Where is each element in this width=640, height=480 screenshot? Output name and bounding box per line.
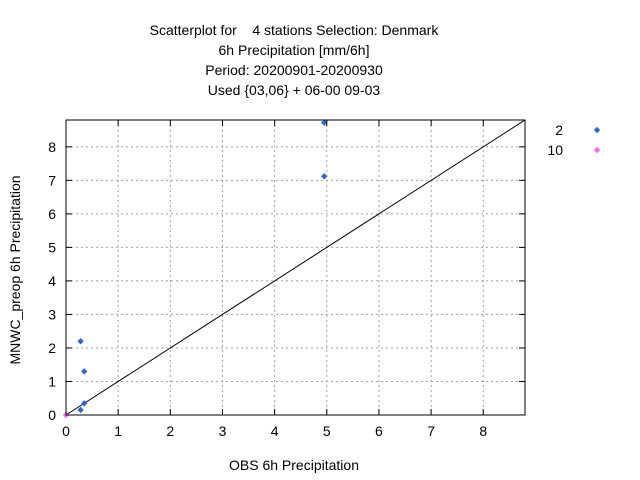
y-tick-label: 7 bbox=[48, 172, 56, 188]
y-tick-label: 4 bbox=[48, 273, 56, 289]
title-line-3: Period: 20200901-20200930 bbox=[205, 62, 383, 78]
data-point-series-2 bbox=[77, 406, 84, 414]
y-tick-label: 3 bbox=[48, 306, 56, 322]
x-tick-label: 0 bbox=[62, 423, 70, 439]
y-axis-ticks: 0 1 2 3 4 5 6 7 8 bbox=[48, 139, 525, 423]
data-points bbox=[62, 119, 328, 419]
y-tick-label: 1 bbox=[48, 373, 56, 389]
x-axis-label: OBS 6h Precipitation bbox=[229, 457, 359, 473]
chart-title: Scatterplot for 4 stations Selection: De… bbox=[150, 22, 440, 98]
title-line-4: Used {03,06} + 06-00 09-03 bbox=[208, 82, 381, 98]
x-tick-label: 2 bbox=[166, 423, 174, 439]
data-point-series-2 bbox=[81, 400, 88, 407]
x-tick-label: 3 bbox=[219, 423, 227, 439]
y-tick-label: 8 bbox=[48, 139, 56, 155]
x-tick-label: 4 bbox=[271, 423, 279, 439]
x-tick-label: 8 bbox=[479, 423, 487, 439]
data-point-series-2 bbox=[320, 173, 328, 180]
plot-frame bbox=[65, 119, 526, 416]
x-tick-label: 1 bbox=[114, 423, 122, 439]
data-point-series-2 bbox=[320, 119, 328, 126]
identity-line bbox=[65, 119, 526, 416]
y-tick-label: 2 bbox=[48, 340, 56, 356]
y-tick-label: 5 bbox=[48, 239, 56, 255]
legend-label-2: 2 bbox=[555, 122, 563, 138]
title-line-2: 6h Precipitation [mm/6h] bbox=[219, 42, 370, 58]
y-axis-label: MNWC_preop 6h Precipitation bbox=[7, 175, 23, 364]
legend-marker-10 bbox=[593, 146, 601, 154]
data-point-series-2 bbox=[77, 338, 84, 345]
legend: 210 bbox=[547, 122, 601, 158]
grid-lines bbox=[66, 120, 525, 415]
data-point-series-2 bbox=[81, 368, 88, 375]
x-tick-label: 6 bbox=[375, 423, 383, 439]
x-axis-ticks: 0 1 2 3 4 5 6 7 8 bbox=[62, 120, 487, 439]
legend-label-10: 10 bbox=[547, 142, 563, 158]
y-tick-label: 0 bbox=[48, 407, 56, 423]
plot-border bbox=[65, 119, 526, 416]
y-tick-label: 6 bbox=[48, 206, 56, 222]
x-tick-label: 7 bbox=[427, 423, 435, 439]
title-line-1: Scatterplot for 4 stations Selection: De… bbox=[150, 22, 440, 38]
diagonal-line bbox=[65, 119, 526, 416]
x-tick-label: 5 bbox=[323, 423, 331, 439]
legend-marker-2 bbox=[593, 126, 601, 134]
